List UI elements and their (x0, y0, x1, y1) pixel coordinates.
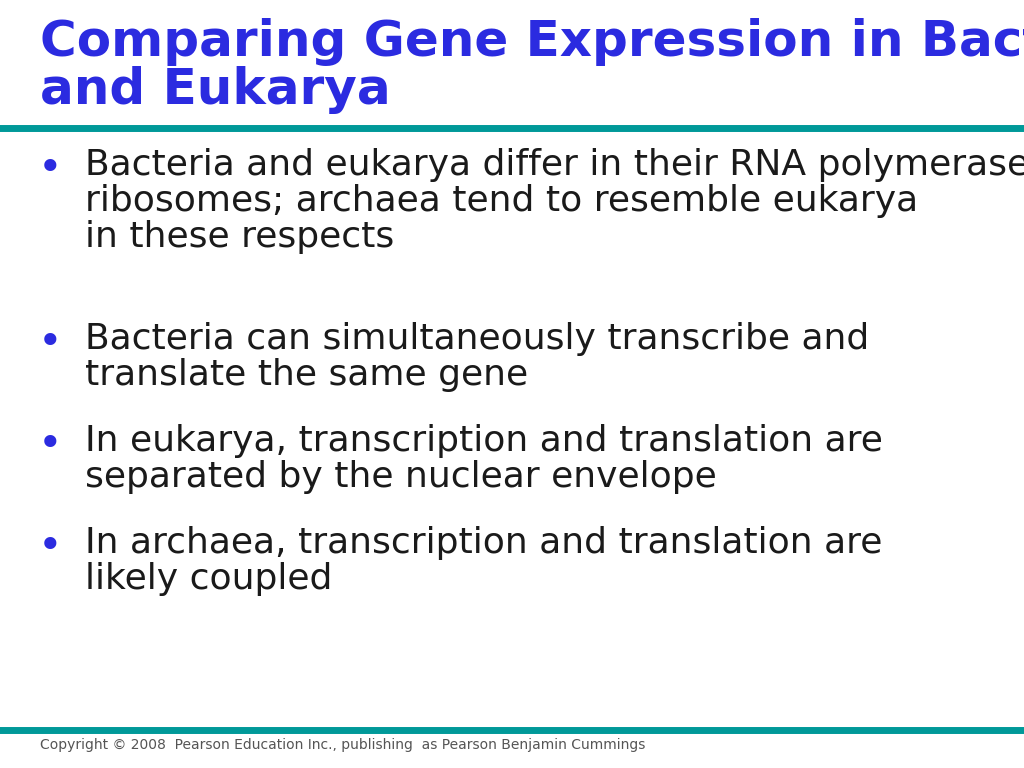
Text: Comparing Gene Expression in Bacteria, Archaea,: Comparing Gene Expression in Bacteria, A… (40, 18, 1024, 66)
Text: •: • (38, 148, 62, 190)
Text: •: • (38, 424, 62, 466)
Text: In archaea, transcription and translation are: In archaea, transcription and translatio… (85, 526, 883, 560)
Text: ribosomes; archaea tend to resemble eukarya: ribosomes; archaea tend to resemble euka… (85, 184, 919, 218)
Text: in these respects: in these respects (85, 220, 394, 254)
Text: Bacteria and eukarya differ in their RNA polymerases, termination of transcripti: Bacteria and eukarya differ in their RNA… (85, 148, 1024, 182)
Text: In eukarya, transcription and translation are: In eukarya, transcription and translatio… (85, 424, 883, 458)
Text: likely coupled: likely coupled (85, 562, 333, 596)
Text: Bacteria can simultaneously transcribe and: Bacteria can simultaneously transcribe a… (85, 322, 869, 356)
Text: and Eukarya: and Eukarya (40, 66, 390, 114)
Text: separated by the nuclear envelope: separated by the nuclear envelope (85, 460, 717, 494)
Text: •: • (38, 526, 62, 568)
Text: translate the same gene: translate the same gene (85, 358, 528, 392)
Text: Copyright © 2008  Pearson Education Inc., publishing  as Pearson Benjamin Cummin: Copyright © 2008 Pearson Education Inc.,… (40, 738, 645, 752)
Text: •: • (38, 322, 62, 364)
